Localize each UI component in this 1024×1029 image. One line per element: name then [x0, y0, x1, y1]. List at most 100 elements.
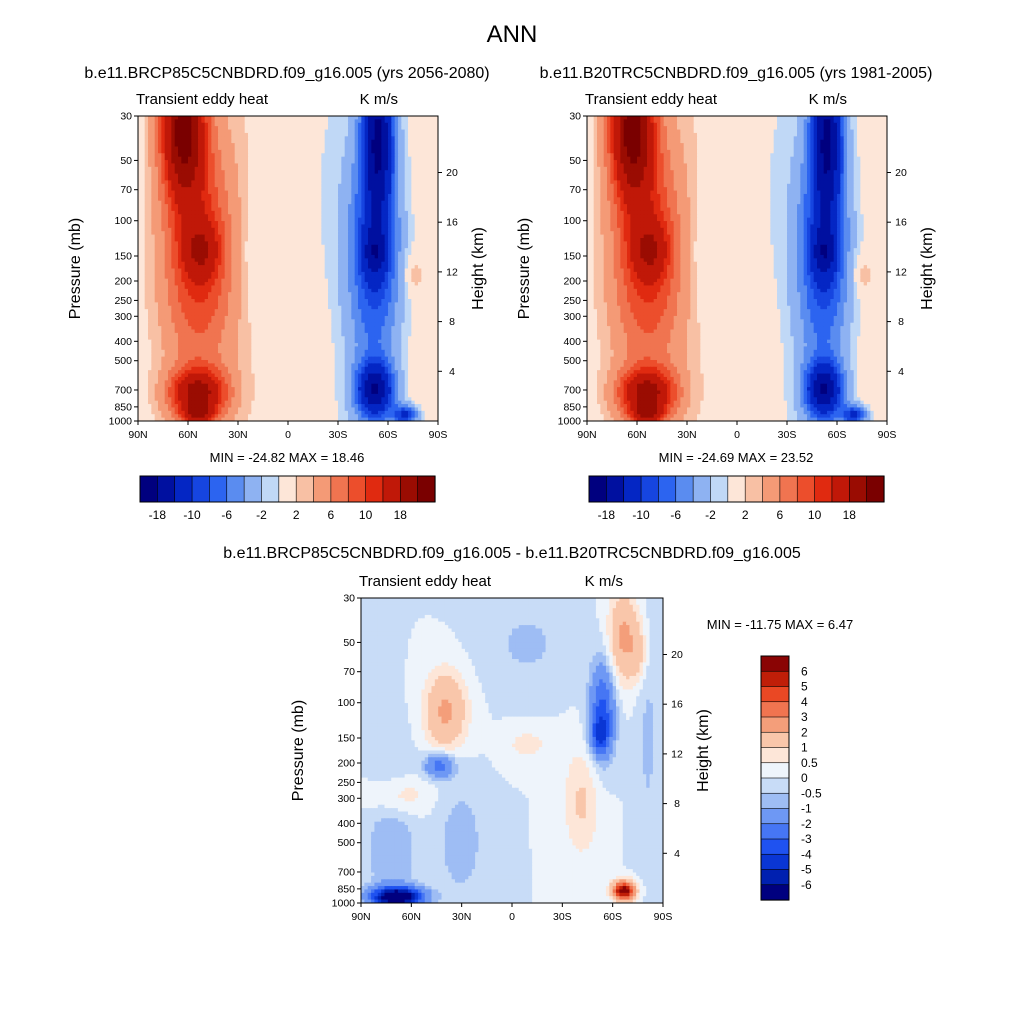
contour-cell — [248, 126, 252, 131]
contour-cell — [341, 193, 346, 198]
contour-cell — [144, 288, 149, 293]
contour-cell — [161, 163, 166, 168]
contour-cell — [264, 153, 269, 158]
contour-cell — [151, 116, 156, 120]
contour-cell — [248, 183, 252, 188]
contour-cell — [224, 126, 229, 131]
contour-cell — [354, 244, 359, 249]
contour-cell — [251, 241, 256, 246]
contour-cell — [368, 193, 372, 198]
contour-cell — [241, 302, 246, 307]
contour-cell — [354, 119, 359, 124]
contour-cell — [431, 265, 436, 270]
contour-cell — [361, 271, 366, 276]
contour-cell — [154, 180, 159, 185]
contour-cell — [281, 160, 286, 165]
contour-cell — [148, 244, 152, 249]
contour-cell — [294, 204, 299, 209]
contour-cell — [374, 119, 379, 124]
contour-cell — [344, 238, 349, 242]
contour-cell — [224, 261, 229, 266]
contour-cell — [294, 234, 299, 239]
contour-cell — [191, 217, 196, 222]
contour-cell — [284, 265, 289, 270]
contour-cell — [178, 122, 182, 127]
contour-cell — [428, 214, 432, 219]
contour-cell — [264, 170, 269, 175]
contour-cell — [241, 204, 246, 209]
contour-cell — [141, 224, 146, 229]
contour-cell — [424, 224, 429, 229]
contour-cell — [184, 193, 189, 198]
contour-cell — [138, 132, 142, 137]
contour-cell — [188, 197, 192, 202]
contour-cell — [388, 200, 392, 205]
contour-cell — [174, 217, 179, 222]
contour-cell — [354, 234, 359, 239]
contour-cell — [401, 207, 406, 212]
contour-cell — [434, 156, 438, 161]
contour-cell — [334, 234, 339, 239]
contour-cell — [198, 156, 202, 161]
contour-cell — [244, 173, 249, 178]
contour-cell — [278, 251, 282, 256]
contour-cell — [381, 153, 386, 158]
contour-cell — [401, 224, 406, 229]
contour-cell — [151, 271, 156, 276]
contour-cell — [331, 122, 336, 127]
contour-cell — [154, 295, 159, 300]
contour-cell — [304, 136, 309, 141]
contour-cell — [284, 288, 289, 293]
contour-cell — [398, 132, 402, 137]
contour-cell — [404, 248, 409, 253]
contour-cell — [398, 231, 402, 236]
contour-cell — [404, 197, 409, 202]
contour-cell — [424, 177, 429, 181]
contour-cell — [344, 153, 349, 158]
contour-cell — [308, 197, 312, 202]
contour-cell — [311, 271, 316, 276]
contour-cell — [351, 268, 356, 273]
contour-cell — [328, 282, 332, 287]
contour-cell — [394, 190, 399, 195]
contour-cell — [181, 217, 186, 222]
contour-cell — [218, 241, 222, 246]
contour-cell — [411, 132, 416, 137]
contour-cell — [324, 268, 329, 273]
contour-cell — [391, 193, 396, 198]
contour-cell — [194, 302, 199, 307]
contour-cell — [381, 231, 386, 236]
contour-cell — [398, 221, 402, 226]
contour-cell — [231, 183, 236, 188]
contour-cell — [321, 146, 326, 151]
contour-cell — [314, 143, 319, 148]
contour-cell — [204, 153, 209, 158]
contour-cell — [411, 116, 416, 120]
contour-cell — [261, 295, 266, 300]
contour-cell — [194, 119, 199, 124]
contour-cell — [394, 129, 399, 134]
contour-cell — [294, 295, 299, 300]
contour-cell — [421, 200, 426, 205]
contour-cell — [158, 288, 162, 293]
contour-cell — [201, 119, 206, 124]
contour-cell — [301, 156, 306, 161]
contour-cell — [274, 122, 279, 127]
contour-cell — [181, 295, 186, 300]
contour-cell — [378, 278, 382, 283]
contour-cell — [328, 187, 332, 192]
contour-cell — [284, 160, 289, 165]
contour-cell — [271, 295, 276, 300]
contour-cell — [371, 244, 376, 249]
contour-cell — [404, 251, 409, 256]
contour-cell — [188, 214, 192, 219]
contour-cell — [394, 173, 399, 178]
contour-cell — [371, 139, 376, 144]
contour-cell — [304, 292, 309, 297]
contour-cell — [308, 177, 312, 181]
contour-cell — [388, 288, 392, 293]
contour-cell — [171, 204, 176, 209]
contour-cell — [304, 251, 309, 256]
contour-cell — [158, 299, 162, 303]
contour-cell — [281, 187, 286, 192]
